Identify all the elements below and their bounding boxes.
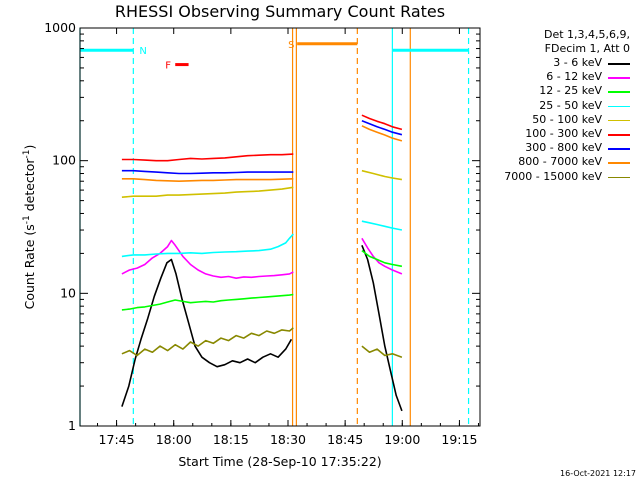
y-axis-label-part3: ) [22,145,37,150]
legend-label-2: 12 - 25 keV [539,84,602,98]
x-tick-label-1: 18:00 [156,432,192,447]
x-ticks: 17:45 18:00 18:15 18:30 18:45 19:00 19:15 [97,28,479,447]
legend-swatch-0 [608,63,630,65]
legend-item: 3 - 6 keV [480,56,638,70]
series-line-4 [121,169,403,198]
series-line-2 [121,249,403,311]
top-bar-label-2: S [288,40,294,51]
series-line-5 [121,114,403,162]
y-ticks: 1 10 100 1000 [44,20,480,433]
legend-swatch-8 [608,176,630,179]
plot-content: N S F [79,28,470,426]
x-tick-label-6: 19:15 [441,432,477,447]
legend: Det 1,3,4,5,6,9, FDecim 1, Att 0 3 - 6 k… [480,28,638,184]
top-bar-label-1: N [139,46,146,57]
x-tick-label-3: 18:30 [270,432,306,447]
legend-swatch-2 [608,91,630,93]
x-tick-label-0: 17:45 [99,432,135,447]
legend-item: 800 - 7000 keV [480,155,638,169]
legend-label-0: 3 - 6 keV [553,56,602,69]
legend-swatch-5 [608,133,630,136]
legend-item: 50 - 100 keV [480,113,638,127]
series-line-3 [121,220,403,258]
legend-item: 300 - 800 keV [480,141,638,155]
legend-item: 6 - 12 keV [480,70,638,84]
legend-label-7: 800 - 7000 keV [518,155,602,169]
legend-label-3: 25 - 50 keV [539,98,602,112]
legend-swatch-4 [608,119,630,122]
plot-frame [79,27,481,427]
legend-rows: 3 - 6 keV 6 - 12 keV 12 - 25 keV 25 - 50 ke… [480,56,638,184]
y-axis-label-sup2: -1 [22,150,32,159]
legend-swatch-6 [608,148,630,150]
y-axis-label: Count Rate (s-1 detector-1) [22,145,37,310]
y-tick-label-2: 100 [52,153,76,168]
chart-title: RHESSI Observing Summary Count Rates [115,2,445,21]
x-axis-label: Start Time (28-Sep-10 17:35:22) [178,454,381,469]
x-tick-label-2: 18:15 [213,432,249,447]
legend-label-5: 100 - 300 keV [525,126,602,140]
series-line-7 [121,125,403,182]
series-line-8 [121,327,403,358]
legend-label-8: 7000 - 15000 keV [504,169,602,183]
x-tick-label-5: 19:00 [384,432,420,447]
legend-label-1: 6 - 12 keV [546,70,602,84]
y-axis-label-part1: Count Rate (s [22,224,37,309]
y-tick-label-3: 1000 [44,20,76,35]
legend-item: 25 - 50 keV [480,99,638,113]
legend-swatch-3 [608,105,630,108]
series-line-1 [121,237,403,279]
legend-label-4: 50 - 100 keV [532,112,602,126]
legend-item: 7000 - 15000 keV [480,170,638,184]
y-axis-label-sup1: -1 [22,215,32,224]
series-line-6 [121,119,403,175]
legend-header-line2: FDecim 1, Att 0 [544,42,630,55]
legend-swatch-7 [608,162,630,164]
y-tick-label-1: 10 [60,285,76,300]
legend-item: 100 - 300 keV [480,127,638,141]
legend-item: 12 - 25 keV [480,84,638,98]
legend-header-line1: Det 1,3,4,5,6,9, [543,28,630,41]
series-line-0 [121,245,403,412]
y-tick-label-0: 1 [68,418,76,433]
footer-timestamp: 16-Oct-2021 12:17 [560,469,636,478]
y-axis-label-part2: detector [22,158,37,216]
legend-swatch-1 [608,77,630,79]
x-tick-label-4: 18:45 [327,432,363,447]
top-bar-label-4: F [165,61,171,72]
legend-label-6: 300 - 800 keV [525,141,602,155]
